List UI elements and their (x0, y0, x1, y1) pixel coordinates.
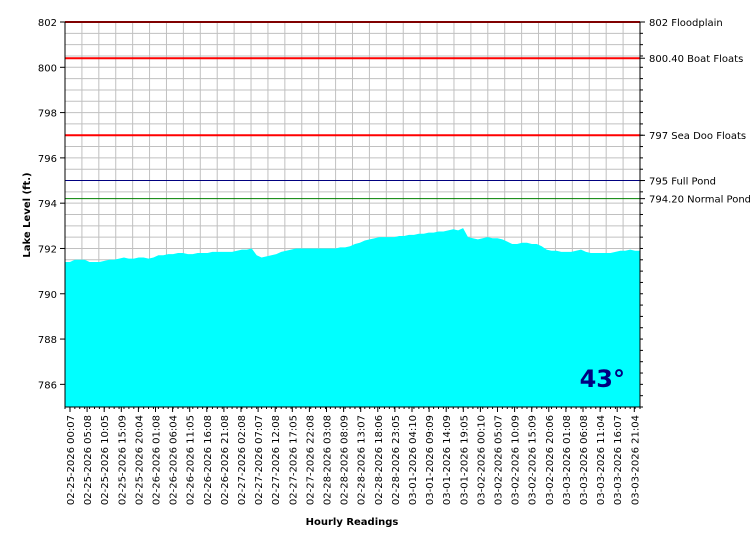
x-tick-label: 02-25-2026 15:09 (117, 415, 128, 505)
y-tick-label: 796 (38, 154, 57, 165)
x-tick-label: 03-02-2026 20:06 (545, 415, 556, 505)
x-tick-label: 02-25-2026 10:05 (100, 415, 111, 505)
x-tick-label: 02-27-2026 17:05 (288, 415, 299, 505)
x-tick-label: 02-27-2026 22:08 (305, 415, 316, 505)
x-axis-ticks: 02-25-2026 00:07 02-25-2026 05:08 02-25-20… (64, 407, 641, 505)
y-tick-label: 786 (38, 380, 57, 391)
y-axis-title: Lake Level (ft.) (22, 172, 33, 257)
reference-label: 802 Floodplain (649, 18, 723, 29)
x-axis-title: Hourly Readings (306, 517, 399, 528)
reference-lines: 802 Floodplain 800.40 Boat Floats 797 Sea … (65, 18, 750, 206)
reference-label: 794.20 Normal Pond (649, 195, 750, 206)
x-tick-label: 02-28-2026 18:06 (374, 415, 385, 505)
x-tick-label: 02-25-2026 00:07 (66, 415, 77, 505)
area-layer (65, 228, 640, 407)
reference-label: 795 Full Pond (649, 177, 716, 188)
reference-label: 800.40 Boat Floats (649, 54, 743, 65)
y-axis-ticks: 786 788 790 792 794 796 798 800 802 (38, 18, 643, 408)
x-tick-label: 02-25-2026 20:04 (134, 415, 145, 505)
x-tick-label: 02-26-2026 01:08 (152, 415, 163, 505)
x-tick-label: 02-25-2026 05:08 (83, 415, 94, 505)
x-tick-label: 02-28-2026 08:09 (340, 415, 351, 505)
x-tick-label: 02-28-2026 23:05 (391, 415, 402, 505)
x-tick-label: 02-26-2026 11:05 (186, 415, 197, 505)
y-tick-label: 800 (38, 63, 57, 74)
x-tick-label: 03-03-2026 11:04 (596, 415, 607, 505)
x-tick-label: 02-26-2026 21:08 (220, 415, 231, 505)
x-tick-label: 03-03-2026 16:07 (613, 415, 624, 505)
x-tick-label: 03-02-2026 00:10 (476, 415, 487, 505)
y-tick-label: 802 (38, 18, 57, 29)
x-tick-label: 02-26-2026 16:08 (203, 415, 214, 505)
x-tick-label: 02-26-2026 06:04 (169, 415, 180, 505)
x-tick-label: 02-27-2026 02:08 (237, 415, 248, 505)
x-tick-label: 03-01-2026 04:10 (408, 415, 419, 505)
x-tick-label: 02-27-2026 12:08 (271, 415, 282, 505)
x-tick-label: 03-03-2026 21:04 (630, 415, 641, 505)
x-tick-label: 02-27-2026 07:07 (254, 415, 265, 505)
x-tick-label: 03-03-2026 06:08 (579, 415, 590, 505)
x-tick-label: 03-01-2026 19:05 (459, 415, 470, 505)
x-tick-label: 02-28-2026 13:07 (357, 415, 368, 505)
y-tick-label: 794 (38, 199, 57, 210)
reference-label: 797 Sea Doo Floats (649, 131, 746, 142)
y-tick-label: 798 (38, 109, 57, 120)
x-tick-label: 03-02-2026 10:09 (511, 415, 522, 505)
lake-level-area (65, 228, 640, 407)
x-tick-label: 03-02-2026 05:07 (494, 415, 505, 505)
x-tick-label: 03-01-2026 14:09 (442, 415, 453, 505)
x-tick-label: 03-02-2026 15:09 (528, 415, 539, 505)
y-tick-label: 792 (38, 244, 57, 255)
y-tick-label: 788 (38, 335, 57, 346)
x-tick-label: 03-03-2026 01:08 (562, 415, 573, 505)
y-tick-label: 790 (38, 290, 57, 301)
x-tick-label: 03-01-2026 09:09 (425, 415, 436, 505)
temperature-readout: 43° (580, 365, 625, 393)
x-tick-label: 02-28-2026 03:08 (323, 415, 334, 505)
